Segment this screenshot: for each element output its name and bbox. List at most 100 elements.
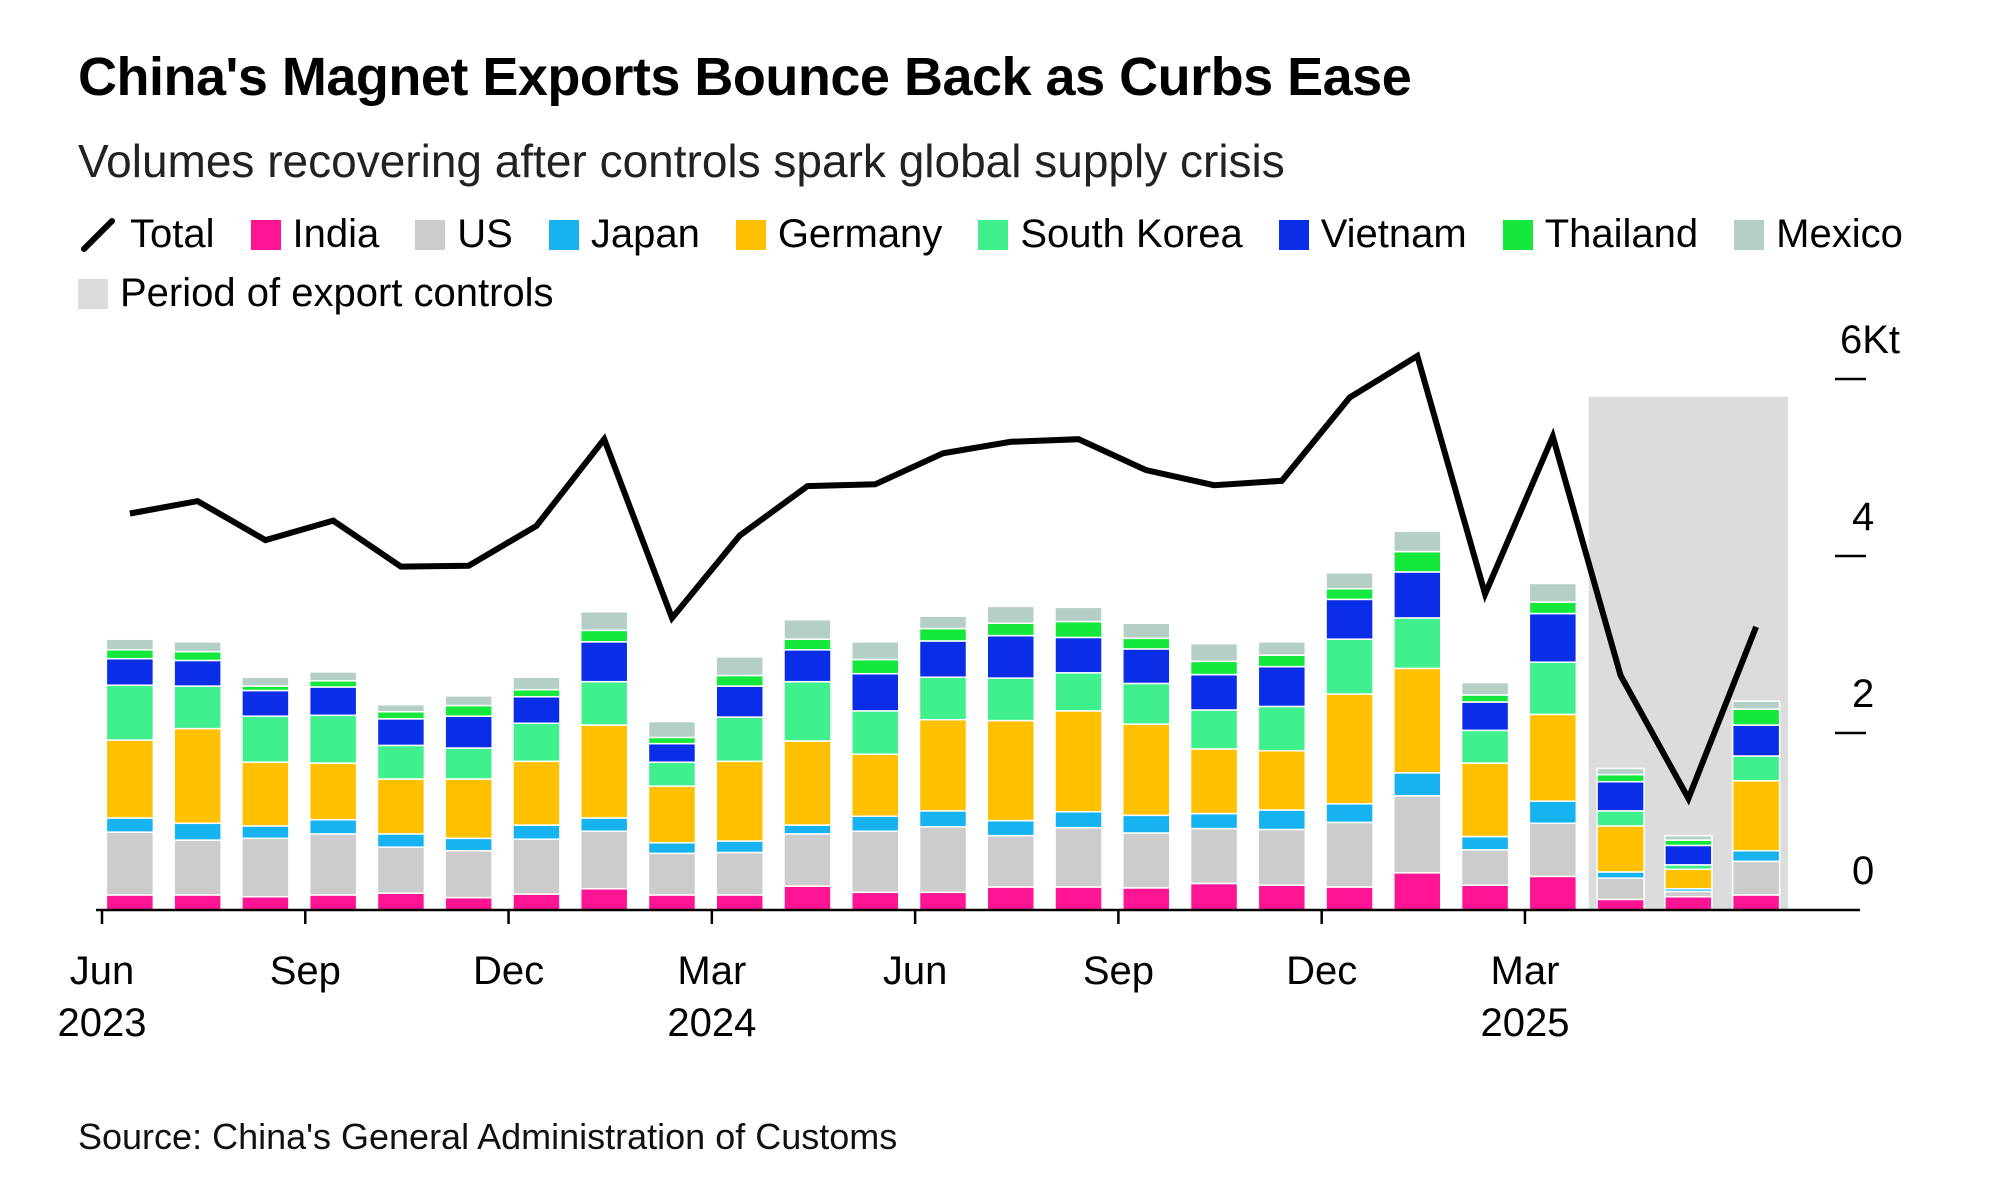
bar-segment-thailand [1122, 637, 1171, 650]
bar-segment-thailand [173, 650, 222, 662]
bar-segment-thailand [1054, 620, 1103, 639]
y-tick-label: 4 [1852, 495, 1874, 539]
bar-segment-south-korea [512, 722, 561, 763]
bar-segment-india [241, 895, 290, 911]
bar-segment-germany [1054, 710, 1103, 813]
bar-segment-japan [1528, 800, 1578, 825]
bar-segment-mexico [850, 641, 900, 661]
bar-segment-mexico [783, 618, 832, 640]
legend-item-period-of-export-controls: Period of export controls [78, 271, 554, 316]
bar-segment-india [376, 892, 426, 911]
bar-segment-india [1460, 884, 1510, 911]
legend-swatch [735, 219, 766, 250]
bar-segment-vietnam [1596, 780, 1645, 812]
legend-label: Total [130, 212, 215, 256]
bar-segment-us [1054, 826, 1103, 888]
bar-segment-india [1257, 884, 1307, 911]
legend-item-us: US [415, 212, 513, 257]
bar-segment-south-korea [1596, 810, 1645, 827]
bar-segment-south-korea [1528, 661, 1578, 716]
bar-segment-japan [308, 818, 358, 835]
bar-segment-germany [1257, 749, 1307, 811]
bar-segment-japan [105, 817, 155, 833]
bar-segment-india [647, 894, 697, 911]
legend-swatch [548, 219, 579, 250]
bar-segment-south-korea [1054, 672, 1103, 712]
bar-segment-germany [1189, 748, 1239, 815]
bar-segment-vietnam [241, 689, 290, 717]
x-tick-label-month: Jun [70, 949, 135, 993]
legend-swatch [1278, 219, 1309, 250]
legend-label: Mexico [1776, 212, 1903, 256]
bar-segment-vietnam [444, 715, 493, 749]
bar-segment-thailand [715, 674, 764, 687]
bar-segment-mexico [715, 656, 764, 677]
bar-segment-mexico [1664, 834, 1713, 841]
bar-segment-mexico [1528, 582, 1578, 603]
bar-segment-japan [1054, 811, 1103, 829]
bar-segment-mexico [1460, 681, 1510, 696]
bar-segment-germany [512, 760, 561, 826]
bar-segment-us [173, 839, 222, 896]
bar-segment-us [1122, 832, 1171, 889]
bar-segment-vietnam [986, 634, 1036, 679]
bar-segment-south-korea [1257, 705, 1307, 752]
bar-segment-us [1664, 890, 1713, 898]
x-tick-label-year: 2025 [1480, 1001, 1569, 1045]
bar-segment-mexico [1122, 622, 1171, 640]
bar-segment-thailand [918, 627, 968, 642]
bar-segment-south-korea [241, 715, 290, 763]
bar-segment-us [105, 831, 155, 896]
bar-segment-india [850, 891, 900, 911]
bar-segment-south-korea [173, 685, 222, 730]
bar-segment-thailand [850, 658, 900, 675]
bar-segment-india [1393, 872, 1442, 911]
bar-segment-india [1054, 886, 1103, 911]
bar-segment-mexico [173, 641, 222, 653]
legend-item-south-korea: South Korea [978, 212, 1243, 257]
bar-segment-us [512, 838, 561, 895]
x-tick-label-year: 2023 [58, 1001, 147, 1045]
bar-segment-germany [579, 724, 629, 819]
bar-segment-vietnam [105, 657, 155, 686]
bar-segment-vietnam [512, 695, 561, 725]
bar-segment-vietnam [1460, 701, 1510, 732]
bar-segment-us [647, 852, 697, 896]
bar-segment-us [986, 834, 1036, 888]
legend-label: Germany [777, 212, 943, 256]
bar-segment-vietnam [1054, 636, 1103, 674]
bar-segment-us [1731, 860, 1781, 896]
bar-segment-vietnam [1122, 648, 1171, 685]
bar-segment-vietnam [1731, 724, 1781, 757]
bar-segment-japan [1189, 812, 1239, 830]
legend: Total India US Japan Germany South Korea Vietn… [78, 212, 1938, 316]
legend-swatch [78, 278, 108, 309]
x-tick-label-month: Jun [883, 949, 948, 993]
bar-segment-vietnam [1325, 598, 1374, 640]
bar-segment-mexico [1257, 641, 1307, 656]
legend-item-mexico: Mexico [1734, 212, 1903, 257]
bar-segment-india [579, 888, 629, 911]
bar-segment-thailand [1325, 587, 1374, 601]
x-tick-label-month: Dec [473, 949, 544, 993]
bar-segment-south-korea [850, 710, 900, 755]
bar-segment-mexico [105, 638, 155, 651]
bar-segment-us [1189, 827, 1239, 885]
bar-segment-us [241, 837, 290, 898]
bar-segment-germany [715, 760, 764, 842]
bar-segment-south-korea [376, 744, 426, 780]
bar-segment-germany [1731, 780, 1781, 852]
bar-segment-japan [647, 841, 697, 855]
x-tick-label-month: Sep [1083, 949, 1154, 993]
total-line [129, 351, 1759, 806]
bar-segment-vietnam [783, 649, 832, 683]
bar-segment-japan [1325, 803, 1374, 824]
chart-subtitle: Volumes recovering after controls spark … [78, 135, 1285, 187]
legend-item-germany: Germany [735, 212, 943, 257]
bar-segment-mexico [376, 703, 426, 713]
bar-segment-japan [918, 810, 968, 828]
bar-segment-india [105, 894, 155, 911]
bar-segment-south-korea [1189, 709, 1239, 750]
bar-segment-thailand [1189, 660, 1239, 676]
bar-segment-india [918, 891, 968, 911]
